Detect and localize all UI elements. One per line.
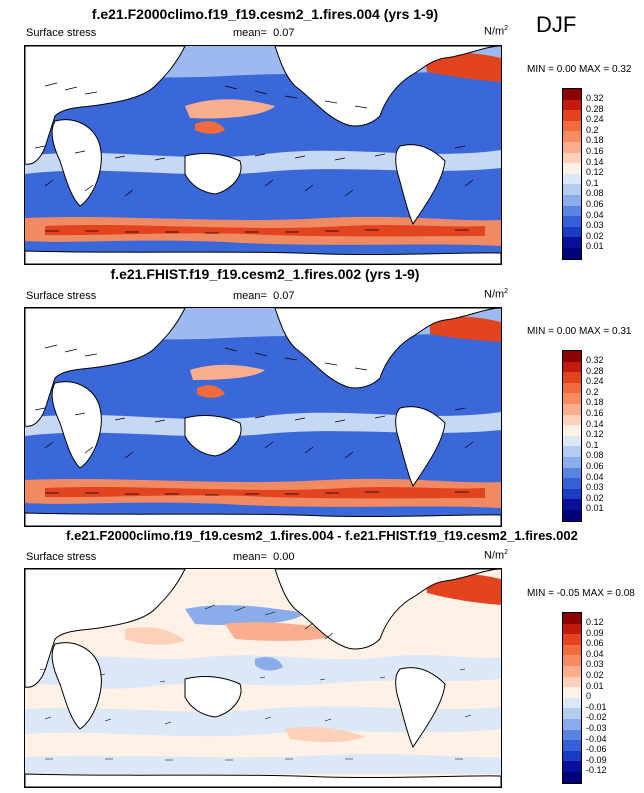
- panel-1-minmax: MIN = 0.00 MAX = 0.32: [527, 64, 632, 75]
- legend-label: 0.02: [586, 670, 604, 680]
- legend-label: 0.04: [586, 471, 604, 482]
- legend-label: -0.04: [586, 733, 607, 744]
- units-text: N/m: [484, 288, 505, 301]
- panel-3-mean-value: 0.00: [273, 551, 295, 563]
- legend-label: 0.06: [586, 199, 604, 209]
- legend-label: 0.04: [586, 648, 604, 659]
- panel-3-map: [24, 568, 502, 788]
- legend-label: -0.09: [586, 754, 607, 765]
- panel-2-mean-value: 0.07: [273, 290, 295, 302]
- legend-label: 0.12: [586, 429, 604, 440]
- legend-label: 0.02: [586, 492, 604, 503]
- panel-2-colorbar: [562, 350, 582, 522]
- legend-label: -0.06: [586, 744, 607, 755]
- legend-label: 0.14: [586, 418, 604, 429]
- legend-label: -0.03: [586, 723, 607, 733]
- legend-label: 0.01: [586, 680, 604, 691]
- units-text: N/m: [484, 25, 505, 38]
- panel-1-variable: Surface stress: [26, 27, 97, 39]
- units-exp: 2: [504, 288, 509, 295]
- panel-2-minmax: MIN = 0.00 MAX = 0.31: [527, 326, 632, 337]
- panel-2-mean: mean= 0.07: [233, 290, 295, 302]
- difference-map-icon: [25, 569, 501, 787]
- legend-label: 0: [586, 691, 592, 702]
- legend-label: 0.2: [586, 124, 599, 135]
- legend-label: -0.02: [586, 712, 607, 723]
- legend-label: 0.2: [586, 386, 599, 397]
- legend-label: 0.28: [586, 103, 604, 114]
- panel-1-title: f.e21.F2000climo.f19_f19.cesm2_1.fires.0…: [91, 6, 439, 22]
- season-label: DJF: [536, 12, 577, 37]
- panel-1-mean: mean= 0.07: [233, 27, 295, 39]
- panel-1-mean-label: mean=: [233, 27, 267, 39]
- legend-label: 0.12: [586, 617, 604, 627]
- panel-3-minmax: MIN = -0.05 MAX = 0.08: [527, 588, 635, 599]
- units-exp: 2: [504, 25, 509, 32]
- legend-label: 0.1: [586, 177, 599, 188]
- legend-label: 0.04: [586, 209, 604, 220]
- panel-1-map: [24, 45, 502, 265]
- legend-label: 0.03: [586, 482, 604, 493]
- panel-3-colorbar: [562, 612, 582, 784]
- legend-label: 0.14: [586, 156, 604, 167]
- surface-stress-map-icon: [25, 308, 501, 526]
- legend-label: 0.18: [586, 135, 604, 146]
- panel-3-colorbar-labels: 0.12 0.09 0.06 0.04 0.03 0.02 0.01 0 -0.…: [586, 612, 636, 782]
- panel-3-units: N/m2: [484, 549, 508, 562]
- units-text: N/m: [484, 549, 505, 562]
- legend-label: 0.24: [586, 376, 604, 387]
- panel-1-colorbar-labels: 0.32 0.28 0.24 0.2 0.18 0.16 0.14 0.12 0…: [586, 88, 636, 258]
- legend-label: 0.08: [586, 450, 604, 461]
- panel-2-map: [24, 307, 502, 527]
- legend-label: 0.01: [586, 241, 604, 252]
- legend-label: 0.06: [586, 461, 604, 471]
- legend-label: -0.12: [586, 765, 607, 776]
- panel-3-title: f.e21.F2000climo.f19_f19.cesm2_1.fires.0…: [66, 528, 578, 543]
- legend-label: 0.12: [586, 167, 604, 178]
- panel-1-colorbar: [562, 88, 582, 260]
- panel-3-mean: mean= 0.00: [233, 551, 295, 563]
- panel-2-variable: Surface stress: [26, 290, 97, 302]
- legend-label: 0.16: [586, 146, 604, 156]
- legend-label: 0.03: [586, 220, 604, 231]
- legend-label: 0.09: [586, 627, 604, 638]
- panel-1-mean-value: 0.07: [273, 27, 295, 39]
- panel-2-colorbar-labels: 0.32 0.28 0.24 0.2 0.18 0.16 0.14 0.12 0…: [586, 350, 636, 520]
- panel-2-title: f.e21.FHIST.f19_f19.cesm2_1.fires.002 (y…: [110, 266, 420, 282]
- legend-label: 0.32: [586, 355, 604, 365]
- panel-1-units: N/m2: [484, 25, 508, 38]
- legend-label: 0.02: [586, 230, 604, 241]
- panel-2-units: N/m2: [484, 288, 508, 301]
- legend-label: 0.01: [586, 503, 604, 514]
- legend-label: 0.1: [586, 439, 599, 450]
- legend-label: -0.01: [586, 701, 607, 712]
- legend-label: 0.28: [586, 365, 604, 376]
- legend-label: 0.03: [586, 659, 604, 670]
- panel-2-mean-label: mean=: [233, 290, 267, 302]
- panel-3-variable: Surface stress: [26, 551, 97, 563]
- legend-label: 0.08: [586, 188, 604, 199]
- legend-label: 0.32: [586, 93, 604, 103]
- legend-label: 0.06: [586, 638, 604, 649]
- surface-stress-map-icon: [25, 46, 501, 264]
- panel-3-mean-label: mean=: [233, 551, 267, 563]
- legend-label: 0.18: [586, 397, 604, 408]
- legend-label: 0.16: [586, 408, 604, 418]
- legend-label: 0.24: [586, 114, 604, 125]
- units-exp: 2: [504, 549, 509, 556]
